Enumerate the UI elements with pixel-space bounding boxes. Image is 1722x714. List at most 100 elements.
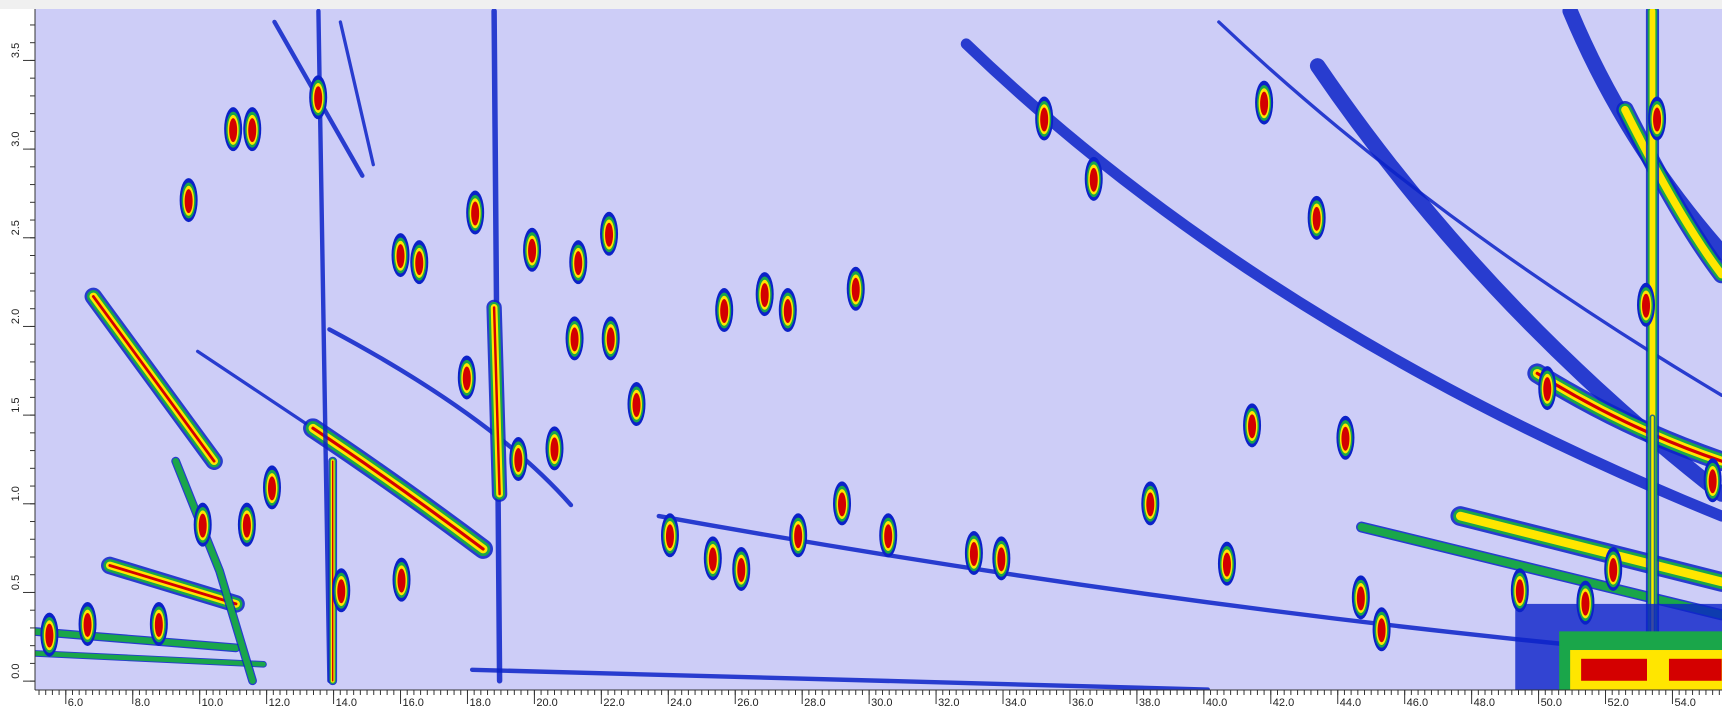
x-tick-label: 40.0 — [1206, 697, 1227, 709]
peak-level — [852, 278, 860, 302]
peak — [392, 233, 410, 277]
peak — [600, 212, 618, 256]
x-tick-label: 18.0 — [469, 697, 490, 709]
peak — [789, 513, 807, 557]
peak — [1336, 416, 1354, 460]
peak-level — [970, 542, 978, 566]
peak — [992, 536, 1010, 580]
peak-level — [1260, 92, 1268, 116]
peak-level — [1642, 294, 1650, 318]
contour-chart: 6.08.010.012.014.016.018.020.022.024.026… — [0, 0, 1722, 714]
peak-level — [550, 437, 558, 461]
y-tick-label: 0.5 — [10, 575, 22, 590]
peak — [1243, 403, 1261, 447]
peak — [715, 288, 733, 332]
x-tick-label: 8.0 — [135, 697, 150, 709]
x-tick-label: 38.0 — [1139, 697, 1160, 709]
x-tick-label: 46.0 — [1407, 697, 1428, 709]
y-tick-label: 0.0 — [10, 663, 22, 678]
y-tick-label: 2.0 — [10, 309, 22, 324]
peak-level — [632, 393, 640, 417]
x-tick-label: 24.0 — [670, 697, 691, 709]
peak-level — [463, 366, 471, 390]
peak-level — [720, 299, 728, 323]
peak-level — [1357, 586, 1365, 610]
peak — [1648, 97, 1666, 141]
peak-level — [45, 624, 53, 648]
peak — [523, 228, 541, 272]
peak — [393, 558, 411, 602]
peak — [410, 240, 428, 284]
peak-level — [397, 244, 405, 268]
peak — [1308, 196, 1326, 240]
x-tick-label: 28.0 — [804, 697, 825, 709]
peak — [1352, 575, 1370, 619]
peak-level — [1516, 579, 1524, 603]
peak-level — [1341, 427, 1349, 451]
peak — [150, 602, 168, 646]
x-tick-label: 54.0 — [1674, 697, 1695, 709]
x-tick-label: 10.0 — [202, 697, 223, 709]
x-tick-label: 12.0 — [269, 697, 290, 709]
peak-level — [1313, 207, 1321, 231]
peak — [466, 191, 484, 235]
peak-level — [605, 223, 613, 247]
peak — [569, 240, 587, 284]
y-tick-label: 2.5 — [10, 220, 22, 235]
x-tick-label: 52.0 — [1608, 697, 1629, 709]
peak — [627, 382, 645, 426]
peak-level — [248, 118, 256, 142]
peak-level — [1223, 553, 1231, 577]
peak — [1255, 81, 1273, 125]
peak-level — [884, 524, 892, 548]
peak-level — [1146, 492, 1154, 516]
peak-level — [838, 492, 846, 516]
peak-level — [268, 476, 276, 500]
peak — [566, 316, 584, 360]
peak — [180, 178, 198, 222]
y-tick-label: 3.0 — [10, 131, 22, 146]
x-tick-label: 48.0 — [1474, 697, 1495, 709]
peak-level — [84, 613, 92, 637]
peak — [1538, 366, 1556, 410]
x-tick-label: 30.0 — [871, 697, 892, 709]
x-tick-label: 22.0 — [603, 697, 624, 709]
y-tick-label: 3.5 — [10, 43, 22, 58]
peak — [1218, 542, 1236, 586]
peak — [1576, 581, 1594, 625]
peak-level — [1040, 108, 1048, 132]
plot-area — [33, 9, 1722, 703]
peak-level — [997, 547, 1005, 571]
streak — [1581, 659, 1647, 681]
peak-level — [1543, 377, 1551, 401]
x-tick-label: 16.0 — [403, 697, 424, 709]
peak — [263, 465, 281, 509]
x-tick-label: 14.0 — [336, 697, 357, 709]
peak-level — [1653, 108, 1661, 132]
y-tick-label: 1.0 — [10, 486, 22, 501]
x-axis-strip — [0, 690, 1722, 714]
peak-level — [243, 514, 251, 538]
x-tick-label: 42.0 — [1273, 697, 1294, 709]
x-tick-label: 36.0 — [1072, 697, 1093, 709]
x-tick-label: 26.0 — [737, 697, 758, 709]
peak — [194, 503, 212, 547]
peak-level — [784, 299, 792, 323]
peak — [602, 316, 620, 360]
peak — [1604, 547, 1622, 591]
peak — [965, 531, 983, 575]
peak — [545, 426, 563, 470]
peak-level — [415, 251, 423, 275]
x-tick-label: 50.0 — [1541, 697, 1562, 709]
peak — [1511, 568, 1529, 612]
peak — [756, 272, 774, 316]
peak — [1085, 157, 1103, 201]
peak — [40, 613, 58, 657]
peak-level — [185, 189, 193, 213]
peak-level — [229, 118, 237, 142]
peak — [309, 75, 327, 119]
peak — [661, 513, 679, 557]
peak-level — [574, 251, 582, 275]
x-tick-label: 44.0 — [1340, 697, 1361, 709]
y-tick-label: 1.5 — [10, 397, 22, 412]
